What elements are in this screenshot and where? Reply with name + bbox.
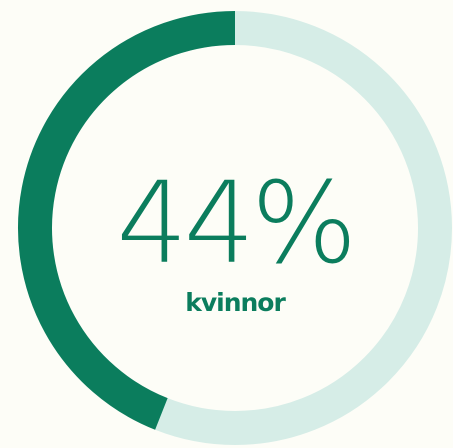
ring-arc	[18, 11, 236, 430]
category-label: kvinnor	[185, 288, 286, 317]
value-label: 44%	[117, 159, 354, 289]
